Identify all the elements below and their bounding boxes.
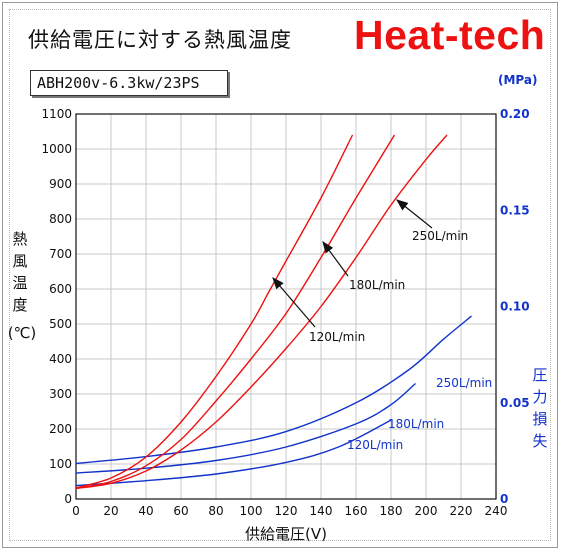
y-left-label-char: 風: [12, 252, 28, 270]
y-right-label-char: 力: [532, 388, 548, 406]
temperature-line-180L/min: [75, 134, 396, 490]
y-right-tick-label: 0: [500, 492, 508, 506]
pressure-series-label: 250L/min: [436, 376, 492, 390]
x-tick-label: 220: [450, 504, 473, 518]
temperature-series-label: 120L/min: [309, 330, 365, 344]
y-left-tick-label: 500: [49, 317, 72, 331]
inner-dotted-frame: [9, 9, 551, 541]
x-tick-label: 100: [240, 504, 263, 518]
temperature-line-250L/min: [75, 134, 448, 490]
y-left-tick-label: 700: [49, 247, 72, 261]
temperature-series-label: 250L/min: [412, 229, 468, 243]
x-tick-label: 80: [208, 504, 223, 518]
temperature-line-120L/min: [75, 134, 354, 489]
y-right-unit: (MPa): [498, 73, 537, 87]
y-right-tick-label: 0.10: [500, 300, 530, 314]
y-left-tick-label: 1100: [41, 107, 72, 121]
y-left-label-char: 温: [12, 274, 28, 292]
x-tick-label: 0: [72, 504, 80, 518]
y-left-tick-label: 0: [64, 492, 72, 506]
x-tick-label: 140: [310, 504, 333, 518]
x-tick-label: 240: [485, 504, 508, 518]
outer-frame: [2, 2, 558, 548]
chart-title: 供給電圧に対する熱風温度: [28, 28, 292, 52]
y-left-tick-label: 900: [49, 177, 72, 191]
pressure-line-250L/min: [75, 315, 472, 465]
pressure-line-180L/min: [75, 382, 416, 474]
pressure-series-label: 180L/min: [388, 417, 444, 431]
brand-logo: Heat-tech: [354, 12, 546, 58]
y-right-tick-label: 0.20: [500, 107, 530, 121]
y-right-label-char: 圧: [532, 366, 548, 384]
y-left-label-char: 度: [12, 296, 28, 314]
annotation-arrow: [396, 199, 433, 229]
y-right-tick-label: 0.05: [500, 396, 530, 410]
y-left-tick-label: 600: [49, 282, 72, 296]
y-left-tick-label: 100: [49, 457, 72, 471]
y-right-label-char: 失: [532, 432, 548, 450]
plot-border: [75, 113, 497, 500]
x-tick-label: 180: [380, 504, 403, 518]
y-right-tick-label: 0.15: [500, 203, 530, 217]
y-left-tick-label: 400: [49, 352, 72, 366]
y-left-tick-label: 800: [49, 212, 72, 226]
y-left-tick-label: 1000: [41, 142, 72, 156]
y-left-unit: (℃): [7, 324, 37, 342]
annotation-arrow: [272, 277, 316, 328]
model-label: ABH200v-6.3kw/23PS: [37, 74, 200, 92]
x-tick-label: 200: [415, 504, 438, 518]
pressure-line-120L/min: [75, 419, 392, 487]
x-tick-label: 160: [345, 504, 368, 518]
x-tick-label: 40: [138, 504, 153, 518]
x-tick-label: 60: [173, 504, 188, 518]
temperature-series-label: 180L/min: [349, 278, 405, 292]
y-left-tick-label: 200: [49, 422, 72, 436]
pressure-series-label: 120L/min: [347, 438, 403, 452]
y-left-label-char: 熱: [12, 230, 28, 248]
y-right-label: 圧 力 損 失: [528, 364, 552, 452]
y-left-label: 熱 風 温 度: [8, 228, 32, 316]
x-axis-label: 供給電圧(V): [245, 525, 327, 543]
x-tick-label: 20: [103, 504, 118, 518]
model-box: ABH200v-6.3kw/23PS: [30, 70, 228, 96]
y-right-label-char: 損: [532, 410, 548, 428]
x-tick-label: 120: [275, 504, 298, 518]
annotation-arrow: [322, 241, 349, 277]
y-left-tick-label: 300: [49, 387, 72, 401]
